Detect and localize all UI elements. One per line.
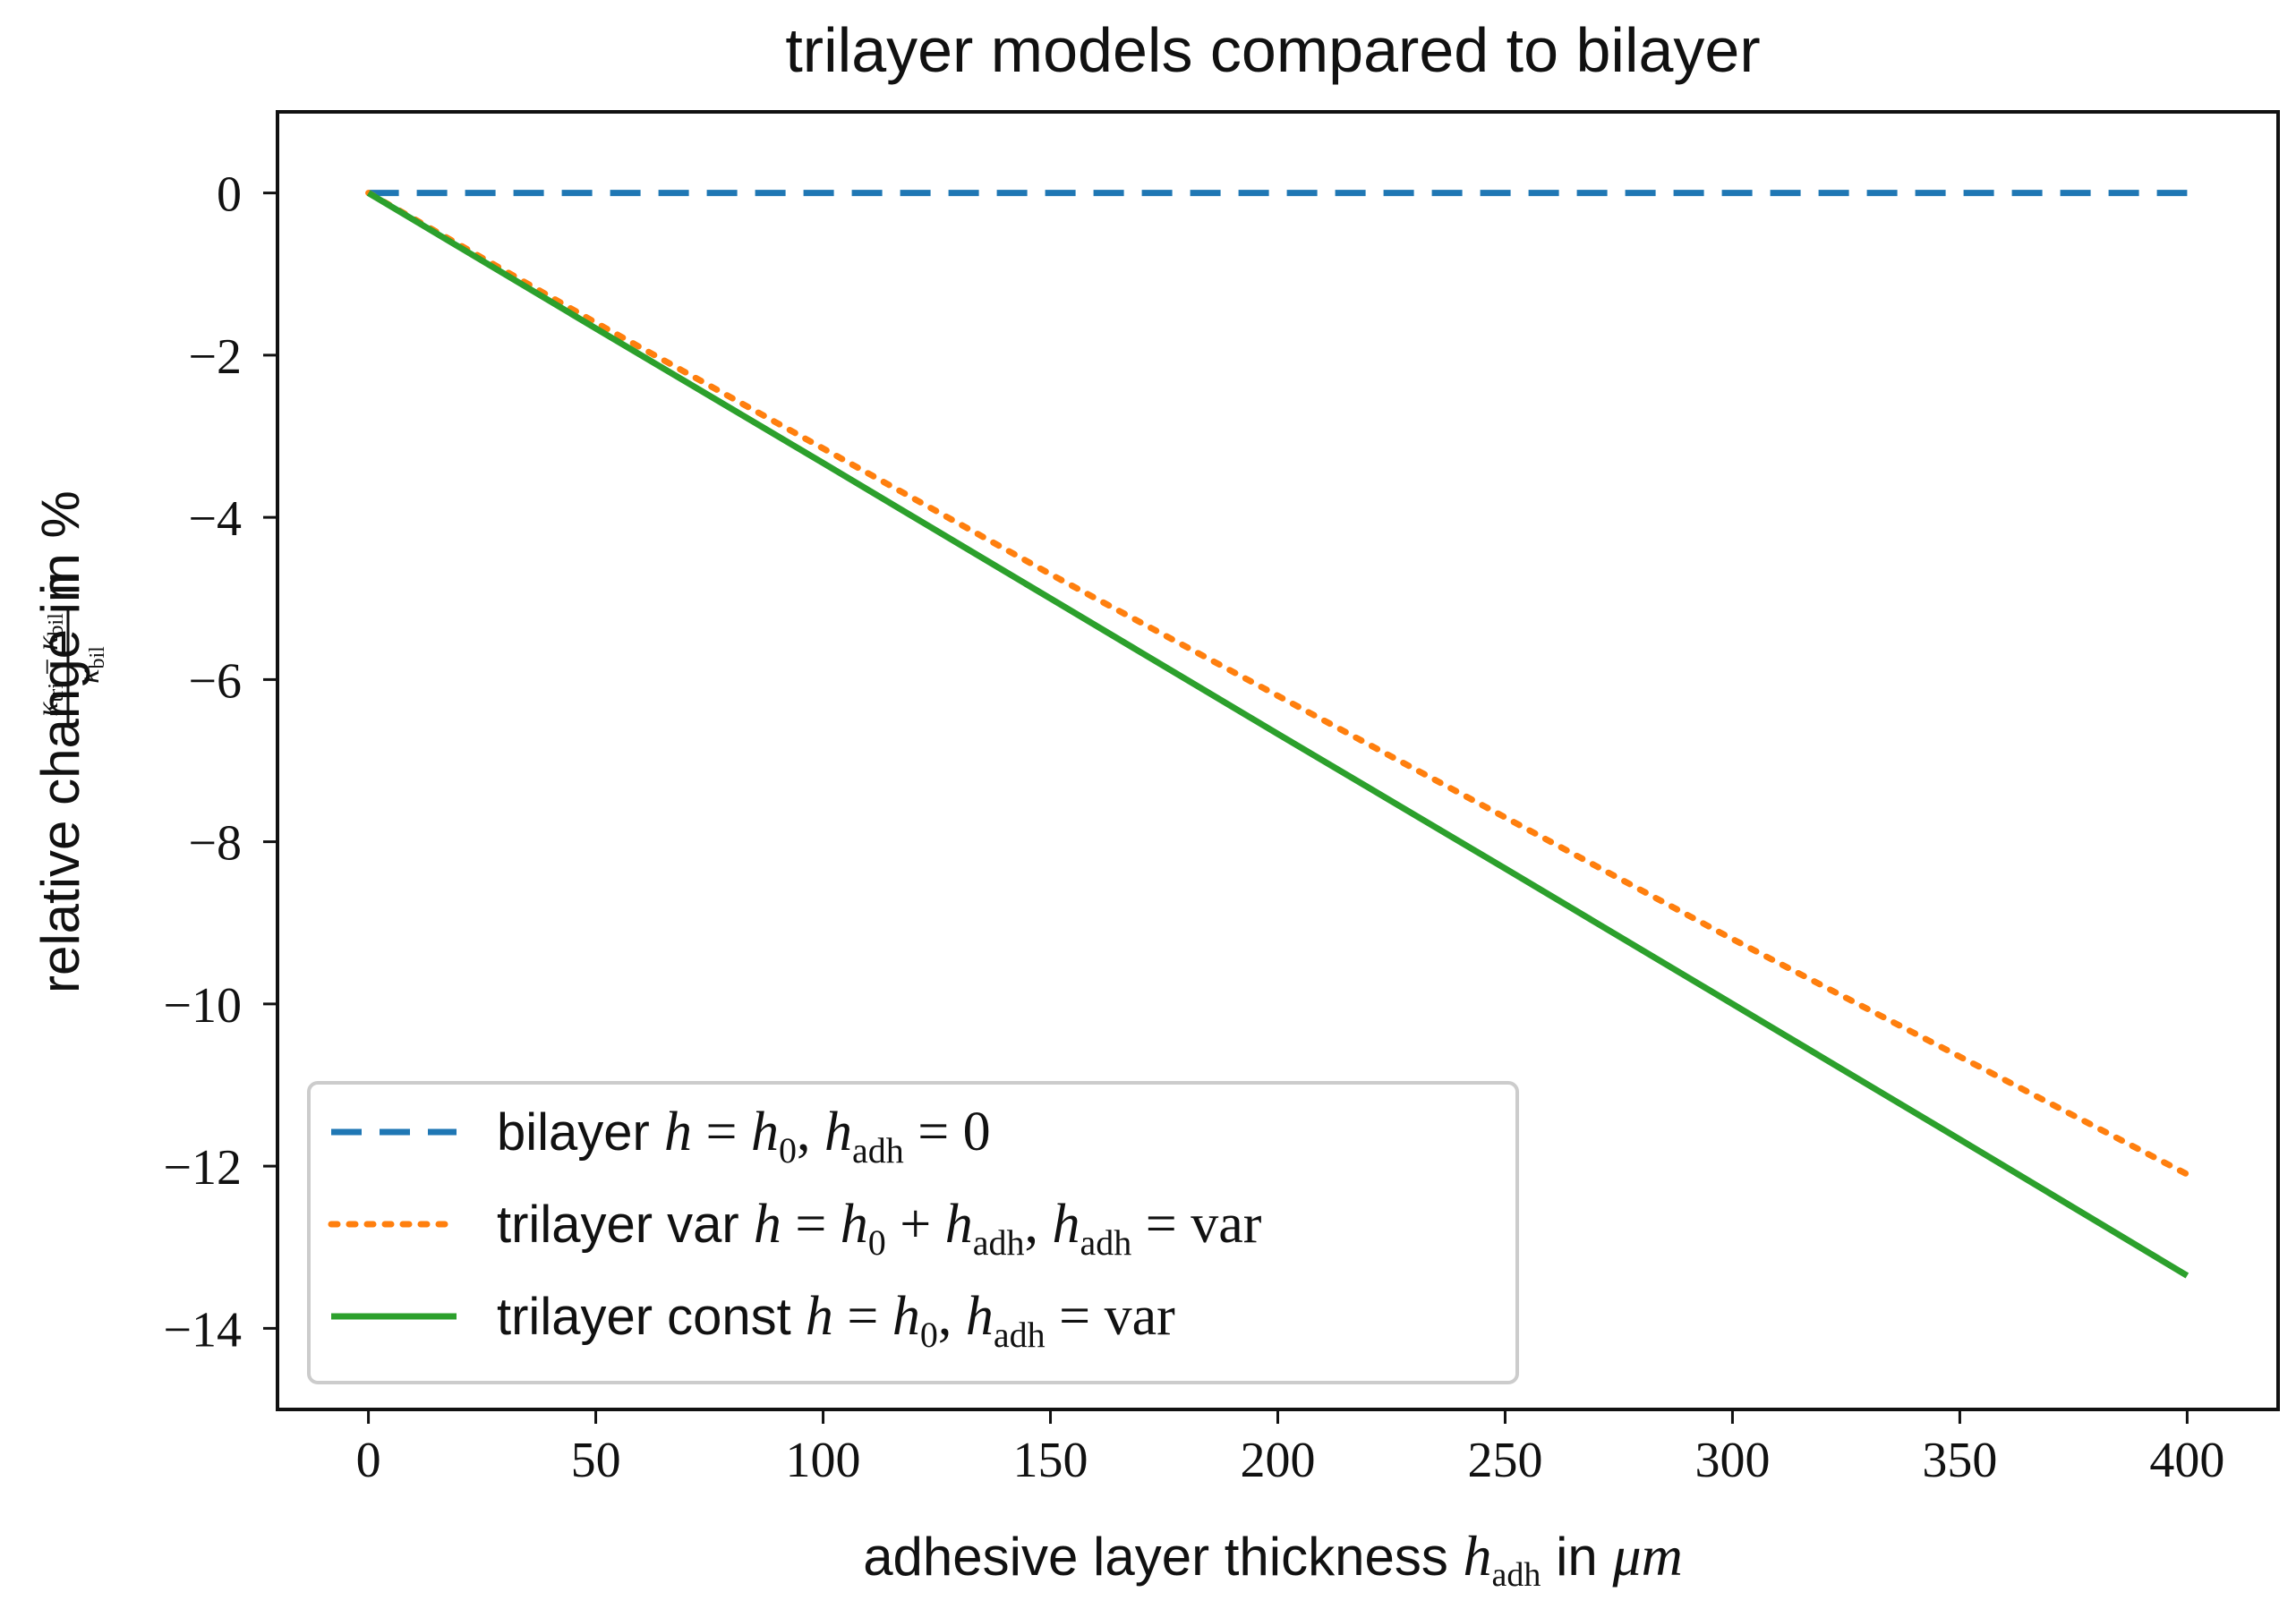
frac-num-op: − [31, 651, 64, 683]
legend-math-part: h [1053, 1194, 1080, 1255]
legend-entry-prefix: trilayer const [497, 1288, 806, 1346]
x-tick-label: 300 [1694, 1433, 1770, 1488]
legend-math-part: = [692, 1102, 751, 1162]
legend-math-part: adh [852, 1130, 904, 1171]
legend-entry-1: bilayer h = h0, hadh = 0 [497, 1102, 991, 1171]
legend-math-part: = 0 [904, 1102, 991, 1162]
y-tick-label: −14 [163, 1302, 242, 1358]
y-tick-label: −2 [188, 329, 242, 385]
frac-num-b: κ [31, 635, 64, 651]
legend-math-part: adh [1080, 1222, 1132, 1263]
x-tick-label: 100 [786, 1433, 861, 1488]
svg-text:κbil: κbil [73, 646, 109, 684]
chart-title: trilayer models compared to bilayer [785, 15, 1760, 85]
y-tick-label: −6 [188, 653, 242, 709]
legend-entry-prefix: bilayer [497, 1103, 664, 1162]
legend-box [307, 1081, 1519, 1384]
x-axis-label-unit: μm [1611, 1524, 1682, 1588]
y-tick-label: −8 [188, 816, 242, 872]
y-axis-label-fraction: κtri − κbil κbil [31, 607, 109, 723]
svg-text:relative change in: relative change in [30, 573, 90, 993]
series-line-3 [366, 190, 2189, 1279]
frac-num-a-sub: tri [45, 683, 68, 702]
legend-math-part: h [945, 1194, 973, 1255]
legend-math-part: h [892, 1286, 920, 1347]
frac-den-sub: bil [86, 646, 109, 669]
legend-math-part: h [966, 1286, 994, 1347]
legend-math-part: , [1025, 1194, 1053, 1255]
legend-math-part: h [824, 1102, 852, 1162]
svg-text:in %: in % [30, 490, 90, 595]
legend-math-part: adh [994, 1315, 1046, 1355]
legend-math-part: , [938, 1286, 966, 1347]
legend-math-part: h [664, 1102, 692, 1162]
x-axis-label: adhesive layer thickness hadh in μm [863, 1524, 1683, 1594]
x-axis-label-mid: in [1541, 1527, 1612, 1587]
legend-math-part: = [833, 1286, 892, 1347]
legend-entry-3: trilayer const h = h0, hadh = var [497, 1286, 1175, 1355]
legend-math-part: h [841, 1194, 868, 1255]
legend-math-part: 0 [779, 1130, 797, 1171]
y-axis-label-text: relative change in [30, 573, 90, 993]
svg-text:κtri − κbil: κtri − κbil [31, 613, 68, 717]
x-axis-label-text: adhesive layer thickness [863, 1527, 1463, 1587]
y-tick-label: −12 [163, 1140, 242, 1196]
y-tick-label: −10 [163, 978, 242, 1034]
legend-math-part: h [806, 1286, 833, 1347]
y-tick-label: −4 [188, 491, 242, 547]
legend-math-part: = var [1131, 1194, 1261, 1255]
legend-math-part: = var [1046, 1286, 1175, 1347]
legend-entry-2: trilayer var h = h0 + hadh, hadh = var [497, 1194, 1262, 1263]
series-line-2 [365, 190, 2190, 1178]
legend-math-part: = [781, 1194, 841, 1255]
x-tick-label: 200 [1241, 1433, 1316, 1488]
x-tick-label: 350 [1922, 1433, 1997, 1488]
frac-den: κ [73, 668, 106, 684]
legend-math-part: h [754, 1194, 781, 1255]
y-axis-label: relative change in κtri − κbil κbil in % [30, 490, 109, 993]
x-axis-label-var-sub: adh [1492, 1556, 1541, 1594]
legend-math-part: h [751, 1102, 779, 1162]
legend-math-part: 0 [920, 1315, 938, 1355]
legend-math-part: + [886, 1194, 945, 1255]
legend-math-part: 0 [868, 1222, 886, 1263]
x-tick-label: 400 [2149, 1433, 2224, 1488]
x-tick-label: 250 [1467, 1433, 1542, 1488]
x-tick-label: 150 [1013, 1433, 1088, 1488]
x-axis-label-var: h [1464, 1524, 1492, 1588]
legend-math-part: , [797, 1102, 824, 1162]
y-axis-label-suffix: in % [30, 490, 90, 595]
frac-num-b-sub: bil [45, 613, 68, 636]
legend-math-part: adh [973, 1222, 1025, 1263]
y-tick-label: 0 [217, 167, 242, 223]
x-tick-label: 50 [571, 1433, 621, 1488]
frac-num-a: κ [31, 702, 64, 717]
legend-entry-prefix: trilayer var [497, 1196, 754, 1254]
x-tick-label: 0 [356, 1433, 381, 1488]
